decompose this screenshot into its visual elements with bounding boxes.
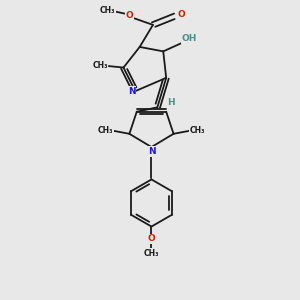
Text: N: N [128, 87, 136, 96]
Text: H: H [167, 98, 174, 106]
Text: CH₃: CH₃ [189, 126, 205, 135]
Text: CH₃: CH₃ [92, 61, 108, 70]
Text: CH₃: CH₃ [144, 249, 159, 258]
Text: O: O [148, 234, 155, 243]
Text: OH: OH [182, 34, 197, 43]
Text: O: O [125, 11, 133, 20]
Text: O: O [178, 10, 185, 19]
Text: CH₃: CH₃ [98, 126, 114, 135]
Text: N: N [148, 147, 155, 156]
Text: CH₃: CH₃ [100, 6, 115, 15]
